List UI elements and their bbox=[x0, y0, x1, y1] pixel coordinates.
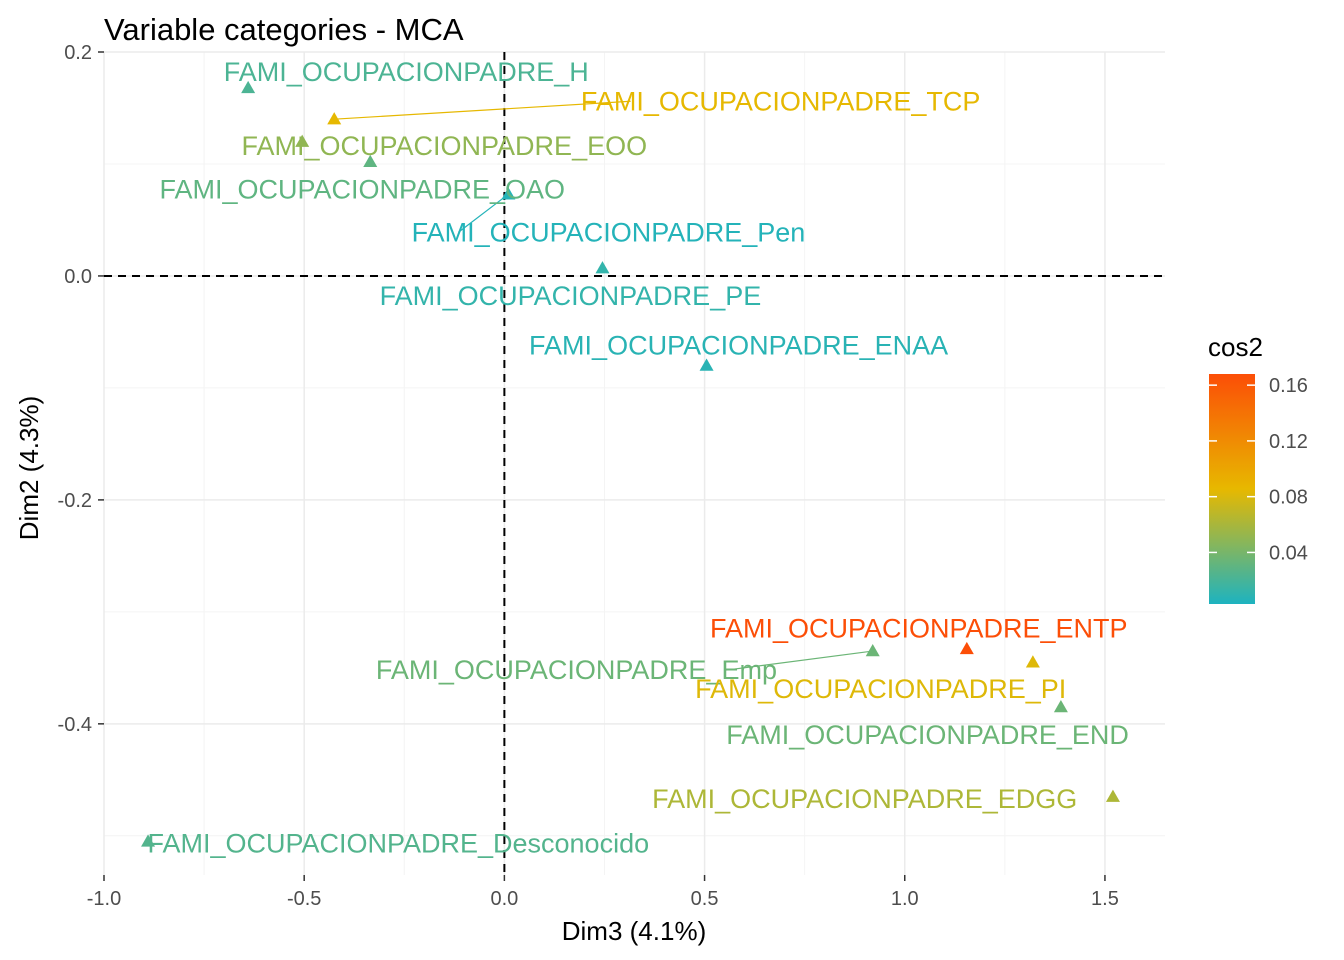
legend-ticks: 0.04 0.08 0.12 0.16 bbox=[1209, 375, 1308, 564]
grid-major bbox=[103, 51, 1165, 875]
y-axis: -0.4 -0.2 0.0 0.2 bbox=[58, 42, 104, 736]
point-label: FAMI_OCUPACIONPADRE_Emp bbox=[376, 655, 777, 685]
point-marker bbox=[501, 187, 516, 200]
point-labels: FAMI_OCUPACIONPADRE_HFAMI_OCUPACIONPADRE… bbox=[147, 57, 1128, 858]
point-marker bbox=[327, 112, 342, 125]
x-tick-label: -0.5 bbox=[287, 888, 321, 910]
leader-line bbox=[334, 100, 631, 120]
y-tick-label: 0.2 bbox=[64, 42, 92, 64]
legend: cos2 0.04 0.08 0.12 0.16 bbox=[1208, 332, 1308, 604]
point-marker bbox=[241, 80, 256, 94]
point-label: FAMI_OCUPACIONPADRE_PE bbox=[380, 281, 762, 311]
point-label: FAMI_OCUPACIONPADRE_Pen bbox=[412, 217, 806, 247]
point-label: FAMI_OCUPACIONPADRE_Desconocido bbox=[147, 829, 649, 859]
point-label: FAMI_OCUPACIONPADRE_ENAA bbox=[529, 330, 948, 360]
point-marker bbox=[865, 644, 880, 657]
point-marker bbox=[1105, 789, 1120, 802]
x-tick-label: 0.5 bbox=[691, 888, 719, 910]
point-marker bbox=[141, 834, 156, 847]
point-marker bbox=[1053, 700, 1068, 713]
x-axis-title: Dim3 (4.1%) bbox=[562, 916, 706, 946]
points bbox=[141, 80, 1120, 847]
legend-tick-label: 0.12 bbox=[1269, 431, 1308, 453]
point-label: FAMI_OCUPACIONPADRE_ENTP bbox=[710, 614, 1128, 644]
point-label: FAMI_OCUPACIONPADRE_H bbox=[224, 57, 589, 87]
point-marker bbox=[1025, 655, 1040, 668]
point-label: FAMI_OCUPACIONPADRE_PI bbox=[695, 674, 1066, 704]
plot-area: FAMI_OCUPACIONPADRE_HFAMI_OCUPACIONPADRE… bbox=[103, 51, 1165, 875]
y-tick-label: -0.4 bbox=[58, 714, 92, 736]
point-marker bbox=[959, 641, 974, 655]
legend-colorbar bbox=[1209, 374, 1255, 604]
point-marker bbox=[363, 154, 378, 167]
legend-tick-label: 0.08 bbox=[1269, 487, 1308, 509]
point-marker bbox=[595, 261, 610, 274]
leader-line bbox=[458, 193, 509, 233]
reference-lines bbox=[104, 52, 1165, 875]
y-axis-title: Dim2 (4.3%) bbox=[14, 396, 44, 540]
legend-tick-label: 0.04 bbox=[1269, 542, 1308, 564]
y-tick-label: -0.2 bbox=[58, 490, 92, 512]
x-tick-label: 1.5 bbox=[1091, 888, 1119, 910]
label-leader-lines bbox=[334, 100, 873, 671]
legend-tick-label: 0.16 bbox=[1269, 375, 1308, 397]
legend-title: cos2 bbox=[1208, 332, 1263, 362]
y-tick-label: 0.0 bbox=[64, 266, 92, 288]
chart-title: Variable categories - MCA bbox=[104, 12, 464, 47]
x-tick-label: 1.0 bbox=[891, 888, 919, 910]
point-label: FAMI_OCUPACIONPADRE_END bbox=[726, 720, 1129, 750]
point-label: FAMI_OCUPACIONPADRE_EDGG bbox=[652, 784, 1077, 814]
leader-line bbox=[726, 650, 873, 671]
point-label: FAMI_OCUPACIONPADRE_TCP bbox=[581, 86, 981, 116]
point-label: FAMI_OCUPACIONPADRE_EOO bbox=[242, 131, 648, 161]
point-marker bbox=[699, 358, 714, 371]
x-tick-label: 0.0 bbox=[490, 888, 518, 910]
x-tick-label: -1.0 bbox=[87, 888, 121, 910]
point-label: FAMI_OCUPACIONPADRE_OAO bbox=[159, 175, 565, 205]
x-axis: -1.0 -0.5 0.0 0.5 1.0 1.5 bbox=[87, 875, 1119, 910]
point-marker bbox=[295, 134, 310, 147]
grid-minor bbox=[104, 52, 1165, 875]
